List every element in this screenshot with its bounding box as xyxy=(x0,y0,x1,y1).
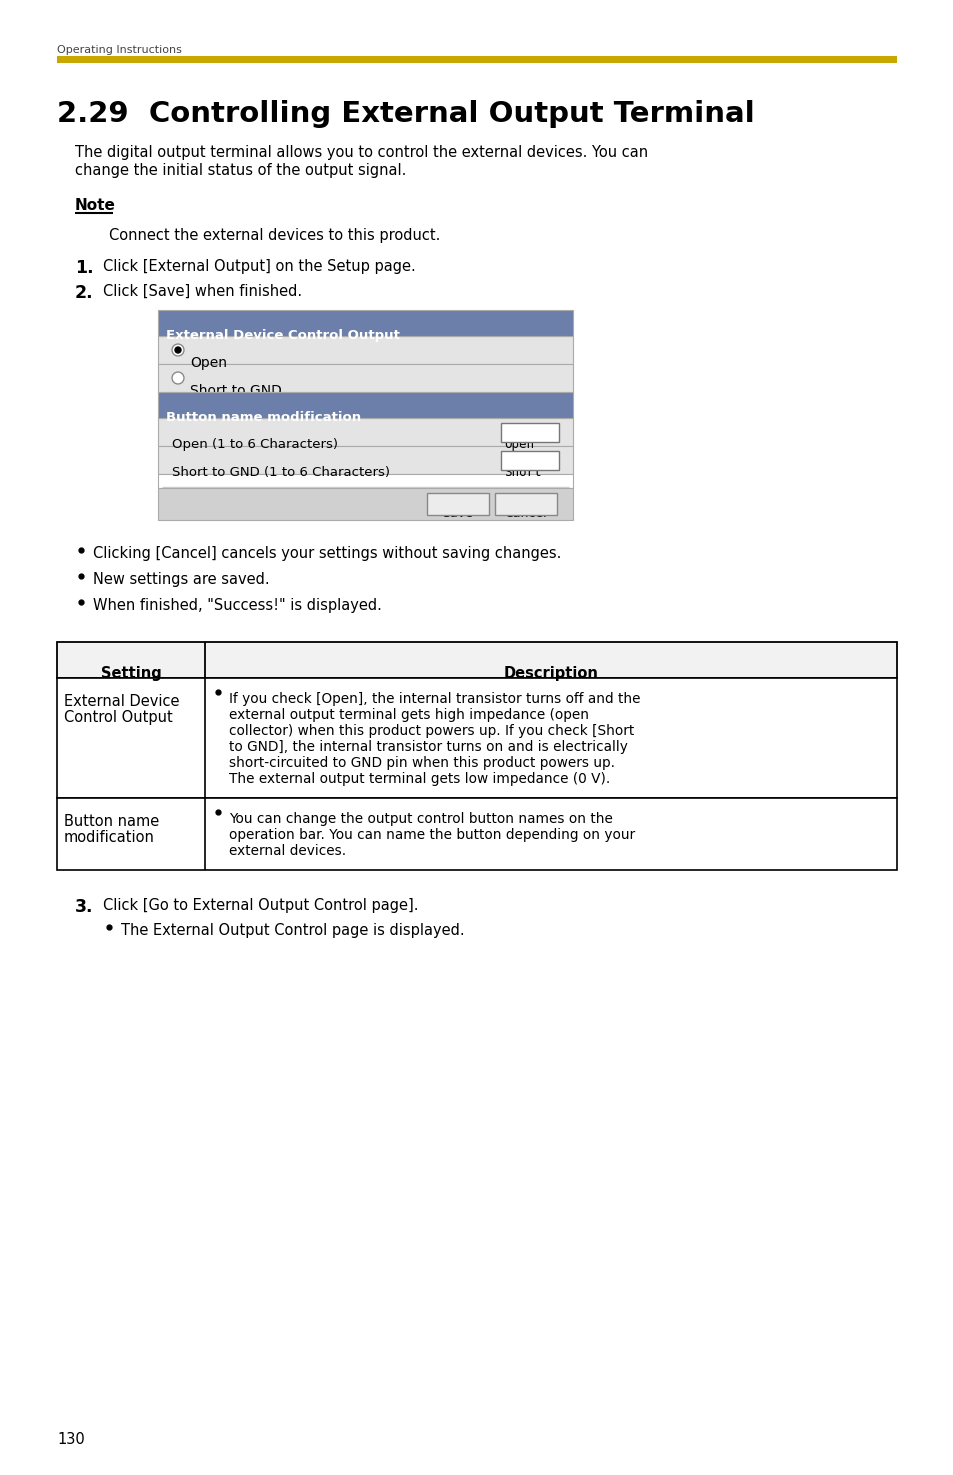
Text: Operating Instructions: Operating Instructions xyxy=(57,46,182,55)
Bar xyxy=(158,445,573,473)
Circle shape xyxy=(174,347,181,353)
Text: external output terminal gets high impedance (open: external output terminal gets high imped… xyxy=(229,708,588,721)
Text: Short to GND: Short to GND xyxy=(190,384,281,398)
Text: The digital output terminal allows you to control the external devices. You can: The digital output terminal allows you t… xyxy=(75,145,647,159)
Text: Description: Description xyxy=(503,667,598,681)
Text: When finished, "Success!" is displayed.: When finished, "Success!" is displayed. xyxy=(92,597,381,614)
Circle shape xyxy=(172,344,184,355)
Text: Click [External Output] on the Setup page.: Click [External Output] on the Setup pag… xyxy=(103,260,416,274)
Text: Cancel: Cancel xyxy=(504,507,547,521)
Bar xyxy=(500,451,558,471)
Text: Open: Open xyxy=(503,438,534,451)
Text: Open: Open xyxy=(190,355,227,370)
Text: operation bar. You can name the button depending on your: operation bar. You can name the button d… xyxy=(229,827,635,842)
Text: Control Output: Control Output xyxy=(64,709,172,726)
Text: Short to GND (1 to 6 Characters): Short to GND (1 to 6 Characters) xyxy=(172,466,390,479)
Bar xyxy=(495,493,557,515)
Circle shape xyxy=(172,372,184,384)
Text: 1.: 1. xyxy=(75,260,93,277)
Text: Short: Short xyxy=(503,466,541,479)
Bar xyxy=(57,798,896,870)
Bar xyxy=(158,417,573,445)
Text: Note: Note xyxy=(75,198,115,212)
Bar xyxy=(158,336,573,364)
Text: External Device: External Device xyxy=(64,695,179,709)
Bar xyxy=(158,364,573,392)
Bar xyxy=(57,678,896,798)
Text: external devices.: external devices. xyxy=(229,844,346,858)
Bar xyxy=(158,473,573,488)
Text: 130: 130 xyxy=(57,1432,85,1447)
Text: to GND], the internal transistor turns on and is electrically: to GND], the internal transistor turns o… xyxy=(229,740,627,754)
Bar xyxy=(427,493,489,515)
Text: Button name: Button name xyxy=(64,814,159,829)
Text: collector) when this product powers up. If you check [Short: collector) when this product powers up. … xyxy=(229,724,634,738)
Text: short-circuited to GND pin when this product powers up.: short-circuited to GND pin when this pro… xyxy=(229,757,615,770)
Text: You can change the output control button names on the: You can change the output control button… xyxy=(229,813,612,826)
Bar xyxy=(158,392,573,417)
Text: Click [Save] when finished.: Click [Save] when finished. xyxy=(103,285,302,299)
Text: Save: Save xyxy=(442,507,473,521)
Text: The External Output Control page is displayed.: The External Output Control page is disp… xyxy=(121,923,464,938)
Text: 3.: 3. xyxy=(75,898,93,916)
Bar xyxy=(500,423,558,442)
Text: If you check [Open], the internal transistor turns off and the: If you check [Open], the internal transi… xyxy=(229,692,639,707)
Text: Connect the external devices to this product.: Connect the external devices to this pro… xyxy=(109,229,440,243)
Bar xyxy=(57,642,896,678)
Text: Button name modification: Button name modification xyxy=(166,412,361,423)
Text: External Device Control Output: External Device Control Output xyxy=(166,329,399,342)
Bar xyxy=(57,56,896,63)
Text: 2.29  Controlling External Output Terminal: 2.29 Controlling External Output Termina… xyxy=(57,100,754,128)
Bar xyxy=(158,488,573,521)
Text: Click [Go to External Output Control page].: Click [Go to External Output Control pag… xyxy=(103,898,418,913)
Text: Open (1 to 6 Characters): Open (1 to 6 Characters) xyxy=(172,438,337,451)
Text: The external output terminal gets low impedance (0 V).: The external output terminal gets low im… xyxy=(229,771,610,786)
Text: modification: modification xyxy=(64,830,154,845)
Text: 2.: 2. xyxy=(75,285,93,302)
Text: change the initial status of the output signal.: change the initial status of the output … xyxy=(75,164,406,178)
Text: Clicking [Cancel] cancels your settings without saving changes.: Clicking [Cancel] cancels your settings … xyxy=(92,546,560,560)
Text: Setting: Setting xyxy=(100,667,161,681)
Text: New settings are saved.: New settings are saved. xyxy=(92,572,270,587)
Bar xyxy=(158,310,573,336)
